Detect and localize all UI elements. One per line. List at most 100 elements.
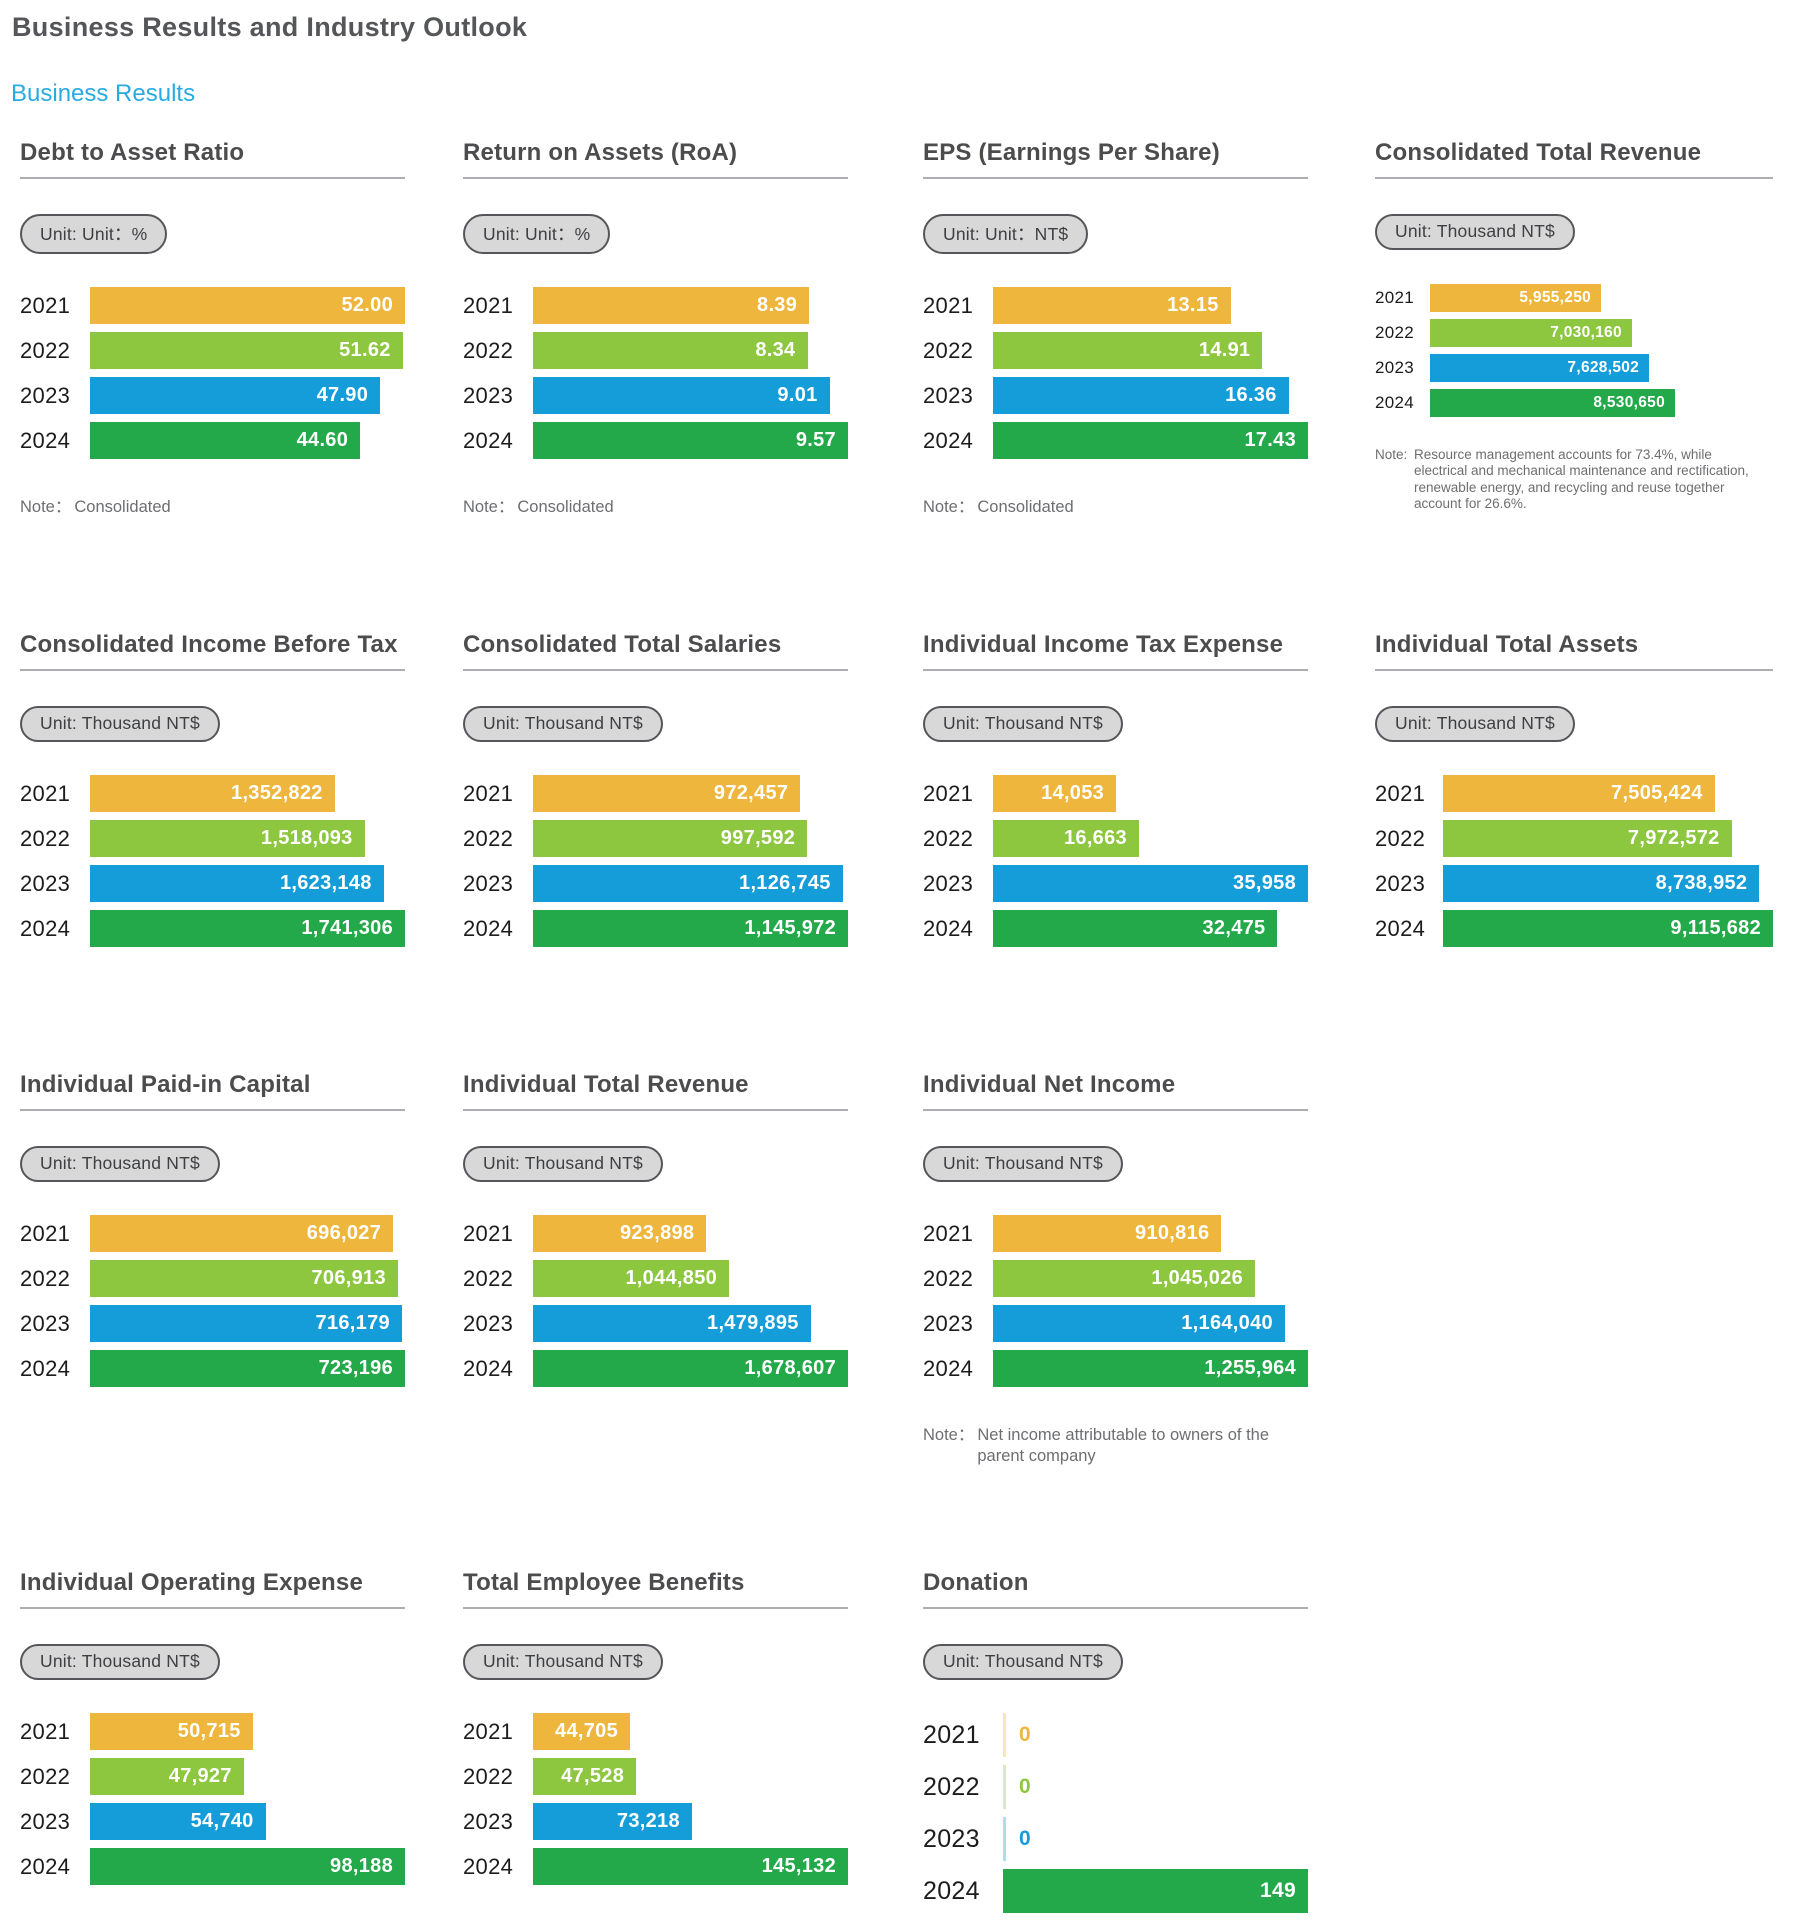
bar-row: 2022 1,045,026 [923, 1260, 1308, 1297]
bar-row: 2023 0 [923, 1817, 1308, 1861]
year-label: 2021 [463, 292, 514, 318]
bar-track: 14,053 [993, 775, 1308, 812]
bar-track: 17.43 [993, 422, 1308, 459]
value-bar: 47.90 [90, 377, 381, 414]
year-label: 2024 [463, 1853, 514, 1879]
value-bar: 1,164,040 [993, 1305, 1285, 1342]
chart-note: Note： Net income attributable to owners … [923, 1425, 1308, 1468]
value-bar: 1,518,093 [90, 820, 365, 857]
value-bar: 696,027 [90, 1215, 394, 1252]
unit-pill: Unit: Thousand NT$ [923, 706, 1123, 742]
bar-row: 2021 1,352,822 [20, 775, 405, 812]
value-bar: 1,255,964 [993, 1350, 1308, 1387]
value-bar: 13.15 [993, 287, 1231, 324]
bar-track: 0 [1003, 1713, 1308, 1757]
chart-card: EPS (Earnings Per Share) Unit: Unit：NT$ … [923, 139, 1308, 631]
note-text: Net income attributable to owners of the… [977, 1426, 1270, 1466]
year-label: 2023 [20, 382, 71, 408]
bar-value: 51.62 [339, 339, 391, 361]
bar-row: 2024 723,196 [20, 1350, 405, 1387]
bar-track: 32,475 [993, 910, 1308, 947]
chart-card: Individual Net Income Unit: Thousand NT$… [923, 1071, 1308, 1569]
bar-track: 1,518,093 [90, 820, 405, 857]
bar-row: 2021 910,816 [923, 1215, 1308, 1252]
bar-track: 5,955,250 [1430, 284, 1675, 312]
bar-row: 2021 696,027 [20, 1215, 405, 1252]
value-bar: 8,530,650 [1430, 389, 1675, 417]
bar-value: 47,927 [168, 1765, 232, 1787]
chart-title: Return on Assets (RoA) [463, 139, 848, 179]
year-label: 2023 [1375, 358, 1415, 377]
bar-row: 2022 14.91 [923, 332, 1308, 369]
year-label: 2024 [923, 915, 974, 941]
year-label: 2021 [463, 780, 514, 806]
bar-value: 16,663 [1063, 827, 1127, 849]
bar-list: 2021 5,955,250 2022 7,030,160 2023 7,628,502 2… [1375, 284, 1773, 417]
value-bar: 5,955,250 [1430, 284, 1602, 312]
bar-row: 2023 47.90 [20, 377, 405, 414]
bar-row: 2021 13.15 [923, 287, 1308, 324]
bar-value: 1,164,040 [1181, 1312, 1273, 1334]
bar-value: 44,705 [555, 1720, 619, 1742]
value-bar: 8,738,952 [1443, 865, 1760, 902]
value-bar: 8.34 [533, 332, 808, 369]
bar-track: 706,913 [90, 1260, 405, 1297]
bar-value: 5,955,250 [1519, 289, 1592, 306]
value-bar: 910,816 [993, 1215, 1222, 1252]
bar-value: 52.00 [341, 294, 393, 316]
value-bar: 7,972,572 [1443, 820, 1732, 857]
year-label: 2024 [923, 427, 974, 453]
bar-track: 73,218 [533, 1803, 848, 1840]
value-bar: 8.39 [533, 287, 810, 324]
value-bar: 7,505,424 [1443, 775, 1715, 812]
bar-row: 2024 44.60 [20, 422, 405, 459]
bar-row: 2022 1,518,093 [20, 820, 405, 857]
value-bar: 9.01 [533, 377, 830, 414]
bar-value: 7,628,502 [1567, 359, 1640, 376]
bar-row: 2022 0 [923, 1765, 1308, 1809]
bar-value: 923,898 [619, 1222, 695, 1244]
bar-value: 47,528 [561, 1765, 625, 1787]
bar-track: 997,592 [533, 820, 848, 857]
bar-value: 0 [1019, 1775, 1031, 1798]
value-bar: 706,913 [90, 1260, 398, 1297]
bar-value: 1,126,745 [739, 872, 831, 894]
chart-title: Individual Net Income [923, 1071, 1308, 1111]
chart-card: Return on Assets (RoA) Unit: Unit：% 2021… [463, 139, 848, 631]
year-label: 2024 [463, 427, 514, 453]
bar-value: 17.43 [1244, 429, 1296, 451]
bar-track: 47.90 [90, 377, 405, 414]
bar-value: 47.90 [316, 384, 369, 406]
value-bar: 723,196 [90, 1350, 405, 1387]
year-label: 2024 [923, 1876, 980, 1905]
bar-list: 2021 972,457 2022 997,592 2023 1,126,745 2024 1… [463, 775, 848, 947]
bar-list: 2021 8.39 2022 8.34 2023 9.01 2024 9.57 [463, 287, 848, 459]
chart-card: Debt to Asset Ratio Unit: Unit：% 2021 52.… [20, 139, 405, 631]
unit-pill: Unit: Thousand NT$ [20, 1644, 220, 1680]
bar-row: 2021 14,053 [923, 775, 1308, 812]
year-label: 2024 [20, 915, 71, 941]
year-label: 2023 [20, 1310, 71, 1336]
chart-title: Individual Total Revenue [463, 1071, 848, 1111]
chart-card: Individual Income Tax Expense Unit: Thou… [923, 631, 1308, 1071]
bar-value: 1,741,306 [301, 917, 393, 939]
bar-row: 2022 47,528 [463, 1758, 848, 1795]
bar-track: 0 [1003, 1765, 1308, 1809]
bar-track: 13.15 [993, 287, 1308, 324]
year-label: 2022 [20, 825, 71, 851]
zero-tick [1003, 1765, 1006, 1809]
bar-value: 54,740 [190, 1810, 254, 1832]
bar-row: 2024 17.43 [923, 422, 1308, 459]
bar-row: 2024 32,475 [923, 910, 1308, 947]
year-label: 2021 [923, 292, 974, 318]
unit-pill: Unit: Unit：% [20, 214, 168, 254]
bar-value: 723,196 [318, 1357, 393, 1379]
year-label: 2022 [463, 337, 514, 363]
chart-card: Consolidated Total Revenue Unit: Thousan… [1375, 139, 1773, 631]
bar-row: 2022 51.62 [20, 332, 405, 369]
chart-card: Individual Total Revenue Unit: Thousand … [463, 1071, 848, 1569]
bar-row: 2021 972,457 [463, 775, 848, 812]
bar-track: 7,030,160 [1430, 319, 1675, 347]
bar-value: 1,044,850 [625, 1267, 718, 1289]
chart-title: Individual Paid-in Capital [20, 1071, 405, 1111]
